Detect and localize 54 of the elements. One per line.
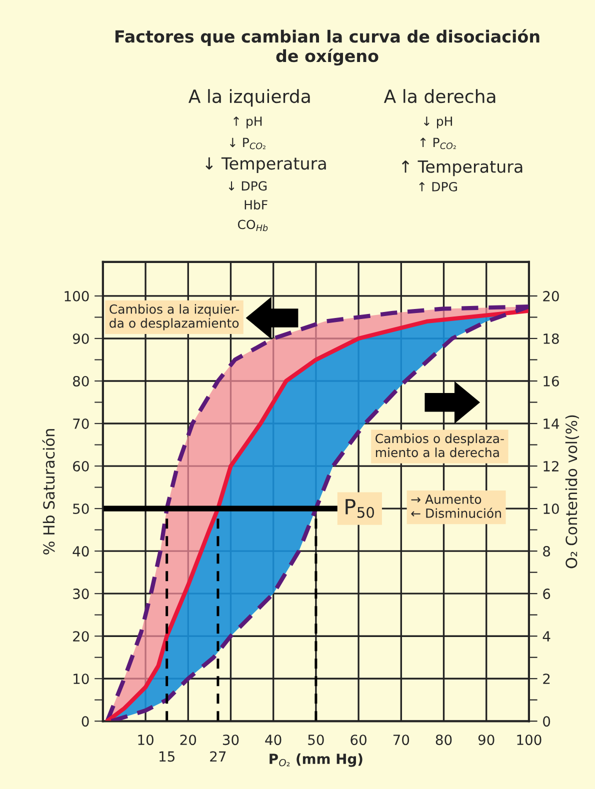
text: ↑ pH xyxy=(234,116,262,128)
y-tick-label: 40 xyxy=(72,546,89,557)
chart-title: Factores que cambian la curva de disociación de oxígeno xyxy=(115,29,540,66)
y-tick-label: 100 xyxy=(64,290,89,302)
text: ↓ pH xyxy=(424,116,452,128)
annotation: Cambios o desplaza- miento a la derecha xyxy=(376,434,504,458)
y-tick-label: 20 xyxy=(73,631,89,642)
text: ↑ P$_{CO₂}$ xyxy=(420,138,456,150)
y-tick-label: 0 xyxy=(82,716,89,727)
text: ↓ DPG xyxy=(228,181,267,191)
y-tick-label: 80 xyxy=(73,376,89,386)
text: A la izquierda xyxy=(188,89,310,107)
x-tick-label: 60 xyxy=(350,734,366,746)
text: HbF xyxy=(244,200,268,210)
y-axis-title: % Hb Saturación xyxy=(42,429,55,554)
y2-tick-label: 8 xyxy=(543,546,550,557)
y2-tick-label: 6 xyxy=(543,588,550,600)
y2-tick-label: 14 xyxy=(544,418,560,429)
x-tick-label: 80 xyxy=(436,734,452,746)
text: CO$_{Hb}$ xyxy=(238,220,268,232)
x-tick-label: 70 xyxy=(393,734,410,746)
text: A la derecha xyxy=(384,89,496,104)
y2-tick-label: 16 xyxy=(544,376,559,386)
ref-line-label: 15 xyxy=(160,751,174,762)
text: ↓ P$_{CO₂}$ xyxy=(230,138,266,150)
y2-tick-label: 20 xyxy=(543,290,559,302)
text: ↓ Temperatura xyxy=(206,157,326,173)
x-axis-title: P$_{O₂}$ (mm Hg) xyxy=(270,753,362,767)
y2-tick-label: 12 xyxy=(544,461,558,472)
y2-axis-title: O₂ Contenido vol(%) xyxy=(565,415,579,568)
y-tick-label: 90 xyxy=(72,333,89,344)
text: ↑ DPG xyxy=(419,182,457,192)
x-tick-label: 10 xyxy=(138,734,154,746)
y2-tick-label: 4 xyxy=(542,631,550,642)
y2-tick-label: 18 xyxy=(544,333,559,344)
y2-tick-label: 2 xyxy=(543,674,550,684)
y-tick-label: 50 xyxy=(73,504,89,514)
ref-line-label: P$_{50}$ xyxy=(346,499,374,518)
x-tick-label: 90 xyxy=(478,734,494,746)
x-tick-label: 40 xyxy=(265,734,282,746)
y2-tick-label: 10 xyxy=(544,504,559,514)
x-tick-label: 50 xyxy=(308,734,324,746)
text: ↑ Temperatura xyxy=(402,160,522,176)
annotation: → Aumento ← Disminución xyxy=(411,494,501,518)
y-tick-label: 10 xyxy=(74,674,89,684)
ref-line-label: 27 xyxy=(210,751,226,762)
y-tick-label: 70 xyxy=(73,418,89,429)
y-tick-label: 30 xyxy=(73,588,89,600)
x-tick-label: 30 xyxy=(222,734,239,746)
x-tick-label: 100 xyxy=(517,734,542,746)
y2-tick-label: 0 xyxy=(543,716,550,727)
x-tick-label: 20 xyxy=(180,734,196,746)
y-tick-label: 60 xyxy=(73,461,89,472)
annotation: Cambios a la izquier- da o desplazamiento xyxy=(110,304,240,330)
